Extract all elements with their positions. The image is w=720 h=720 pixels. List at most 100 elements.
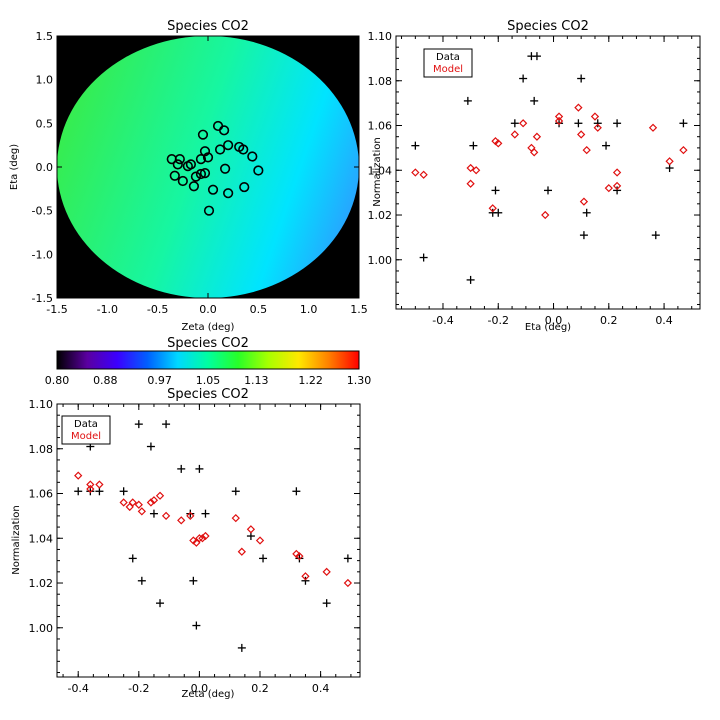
eta-data-point bbox=[577, 74, 586, 83]
eta-model-point bbox=[530, 148, 539, 157]
zeta-model-point bbox=[161, 511, 171, 521]
zeta-data-point bbox=[128, 554, 137, 563]
zeta-model-point bbox=[86, 480, 95, 489]
eta-data-point bbox=[411, 141, 420, 150]
eta-model-point bbox=[554, 112, 564, 121]
colorbar-gradient bbox=[56, 350, 360, 370]
map-fiber-circle bbox=[247, 151, 258, 162]
zeta-model-point bbox=[255, 536, 265, 545]
eta-y-label: Normalization bbox=[372, 137, 383, 207]
colorbar-tick-label: 1.13 bbox=[244, 374, 269, 387]
eta-legend-model: Model bbox=[433, 64, 463, 75]
map-y-label: Eta (deg) bbox=[9, 144, 20, 190]
eta-y-tick-label: 1.00 bbox=[368, 254, 393, 267]
eta-data-point bbox=[651, 231, 660, 240]
map-x-tick-label: -1.5 bbox=[46, 303, 67, 316]
zeta-model-point bbox=[74, 471, 83, 480]
map-y-tick-label: 1.5 bbox=[36, 30, 54, 43]
zeta-model-point bbox=[146, 498, 156, 507]
map-fiber-circle bbox=[238, 144, 249, 155]
zeta-legend-model: Model bbox=[71, 431, 101, 442]
map-x-label: Zeta (deg) bbox=[182, 322, 235, 333]
zeta-points bbox=[74, 420, 353, 652]
zeta-x-tick-label: 0.4 bbox=[312, 682, 330, 695]
map-fiber-circle bbox=[190, 171, 202, 182]
map-fiber-circle bbox=[172, 159, 183, 170]
zeta-model-point bbox=[343, 578, 353, 588]
colorbar: Species CO2 0.80 0.88 0.97 1.05 1.13 1.22 1.30 bbox=[45, 336, 372, 387]
eta-model-point bbox=[577, 130, 586, 139]
zeta-data-point bbox=[162, 420, 171, 429]
eta-model-point bbox=[554, 116, 564, 126]
zeta-model-point bbox=[195, 534, 204, 543]
eta-y-tick-label: 1.08 bbox=[368, 75, 393, 88]
eta-scatter-panel: Species CO2 -0.4 -0.2 0.0 0.2 0.4 1.00 1.02 1.0… bbox=[368, 19, 701, 333]
eta-model-point bbox=[612, 168, 622, 177]
zeta-model-point bbox=[95, 480, 104, 489]
zeta-legend: Data Model bbox=[61, 415, 111, 445]
eta-data-point bbox=[574, 119, 583, 128]
zeta-frame bbox=[56, 403, 361, 678]
zeta-model-point bbox=[201, 531, 210, 541]
map-fiber-circle bbox=[185, 159, 196, 170]
eta-y-tick-label: 1.10 bbox=[368, 30, 393, 43]
zeta-x-tick-label: 0.2 bbox=[251, 682, 269, 695]
zeta-model-point bbox=[198, 534, 207, 543]
eta-x-tick-label: 0.4 bbox=[655, 314, 673, 327]
zeta-model-point bbox=[301, 572, 310, 581]
eta-model-point bbox=[579, 197, 589, 206]
zeta-y-tick-label: 1.04 bbox=[29, 532, 54, 545]
map-y-tick-label: -0.5 bbox=[32, 205, 53, 218]
zeta-data-point bbox=[192, 621, 201, 630]
eta-data-point bbox=[463, 96, 472, 105]
eta-data-point bbox=[419, 253, 428, 262]
colorbar-tick-label: 0.88 bbox=[93, 374, 118, 387]
map-fiber-circle bbox=[177, 175, 188, 187]
eta-data-point bbox=[510, 119, 519, 128]
map-y-tick-label: -1.0 bbox=[32, 248, 53, 261]
map-disk-fill bbox=[57, 36, 359, 298]
eta-x-tick-label: 0.2 bbox=[600, 314, 618, 327]
eta-model-point bbox=[419, 170, 428, 179]
eta-model-point bbox=[491, 137, 500, 146]
eta-data-point bbox=[469, 141, 478, 150]
map-x-tick-label: 0.0 bbox=[199, 303, 217, 316]
eta-title: Species CO2 bbox=[507, 19, 589, 34]
colorbar-ticks: 0.80 0.88 0.97 1.05 1.13 1.22 1.30 bbox=[45, 374, 372, 387]
eta-model-point bbox=[411, 168, 420, 177]
zeta-model-point bbox=[119, 498, 128, 507]
map-x-tick-label: 1.0 bbox=[300, 303, 318, 316]
zeta-data-point bbox=[322, 599, 331, 608]
zeta-data-point bbox=[292, 487, 301, 496]
eta-model-point bbox=[488, 204, 497, 213]
eta-model-point bbox=[541, 210, 550, 220]
eta-y-tick-label: 1.04 bbox=[368, 164, 393, 177]
colorbar-title: Species CO2 bbox=[167, 336, 249, 351]
map-y-tick-label: 0.0 bbox=[36, 161, 54, 174]
eta-model-point bbox=[593, 123, 602, 132]
map-panel: Species CO2 -1.5 -1.0 -0.5 0.0 0.5 1.0 1.5 -1.… bbox=[9, 19, 368, 333]
map-fiber-circle bbox=[199, 146, 211, 157]
eta-data-point bbox=[494, 208, 503, 217]
map-fiber-circle bbox=[195, 168, 207, 180]
zeta-model-point bbox=[134, 500, 143, 509]
zeta-y-tick-label: 1.06 bbox=[29, 488, 54, 501]
map-x-tick-label: -1.0 bbox=[97, 303, 118, 316]
eta-data-point bbox=[544, 186, 552, 195]
zeta-data-point bbox=[231, 487, 240, 496]
zeta-x-label: Zeta (deg) bbox=[182, 689, 235, 700]
zeta-data-point bbox=[189, 576, 198, 585]
zeta-x-tick-label: -0.2 bbox=[128, 682, 149, 695]
zeta-model-point bbox=[86, 484, 95, 494]
eta-model-point bbox=[466, 179, 475, 188]
zeta-data-point bbox=[149, 509, 158, 518]
map-fiber-circle bbox=[169, 170, 180, 181]
eta-model-point bbox=[532, 132, 542, 141]
map-fiber-circle bbox=[202, 152, 214, 163]
zeta-y-tick-label: 1.02 bbox=[29, 577, 54, 590]
zeta-data-point bbox=[295, 554, 304, 563]
colorbar-tick-label: 1.05 bbox=[196, 374, 221, 387]
eta-x-tick-label: 0.0 bbox=[545, 314, 563, 327]
zeta-model-point bbox=[125, 502, 134, 512]
